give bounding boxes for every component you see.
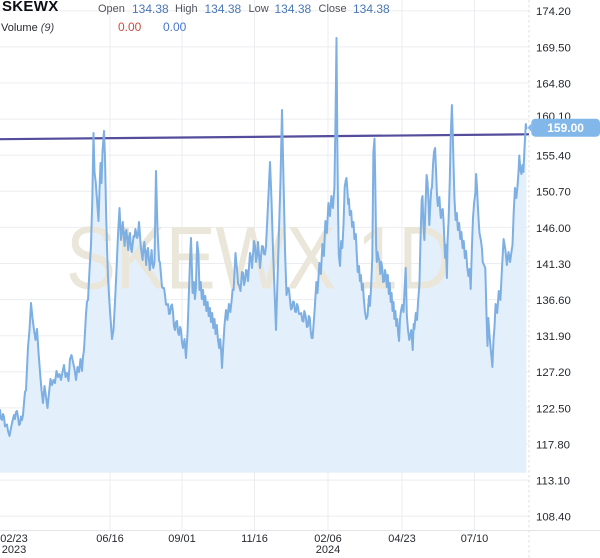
svg-text:02/06: 02/06 bbox=[314, 533, 342, 545]
svg-text:117.80: 117.80 bbox=[536, 439, 570, 451]
svg-text:159.00: 159.00 bbox=[547, 121, 584, 135]
svg-text:113.10: 113.10 bbox=[536, 476, 570, 488]
svg-text:136.60: 136.60 bbox=[536, 295, 571, 307]
svg-text:09/01: 09/01 bbox=[168, 533, 196, 545]
svg-text:141.30: 141.30 bbox=[536, 259, 571, 271]
svg-text:127.20: 127.20 bbox=[536, 367, 571, 379]
svg-text:108.40: 108.40 bbox=[536, 512, 571, 524]
svg-text:174.20: 174.20 bbox=[536, 6, 571, 18]
svg-text:2024: 2024 bbox=[316, 544, 340, 556]
svg-text:169.50: 169.50 bbox=[536, 42, 571, 54]
svg-text:02/23: 02/23 bbox=[0, 533, 28, 545]
svg-text:155.40: 155.40 bbox=[536, 151, 571, 163]
svg-text:164.80: 164.80 bbox=[536, 78, 571, 90]
svg-text:04/23: 04/23 bbox=[388, 533, 416, 545]
svg-text:150.70: 150.70 bbox=[536, 187, 571, 199]
svg-text:131.90: 131.90 bbox=[536, 331, 571, 343]
svg-text:06/16: 06/16 bbox=[96, 533, 124, 545]
svg-text:122.50: 122.50 bbox=[536, 403, 571, 415]
svg-text:146.00: 146.00 bbox=[536, 223, 571, 235]
svg-text:2023: 2023 bbox=[2, 544, 26, 556]
svg-text:07/10: 07/10 bbox=[461, 533, 489, 545]
svg-text:11/16: 11/16 bbox=[241, 533, 268, 545]
